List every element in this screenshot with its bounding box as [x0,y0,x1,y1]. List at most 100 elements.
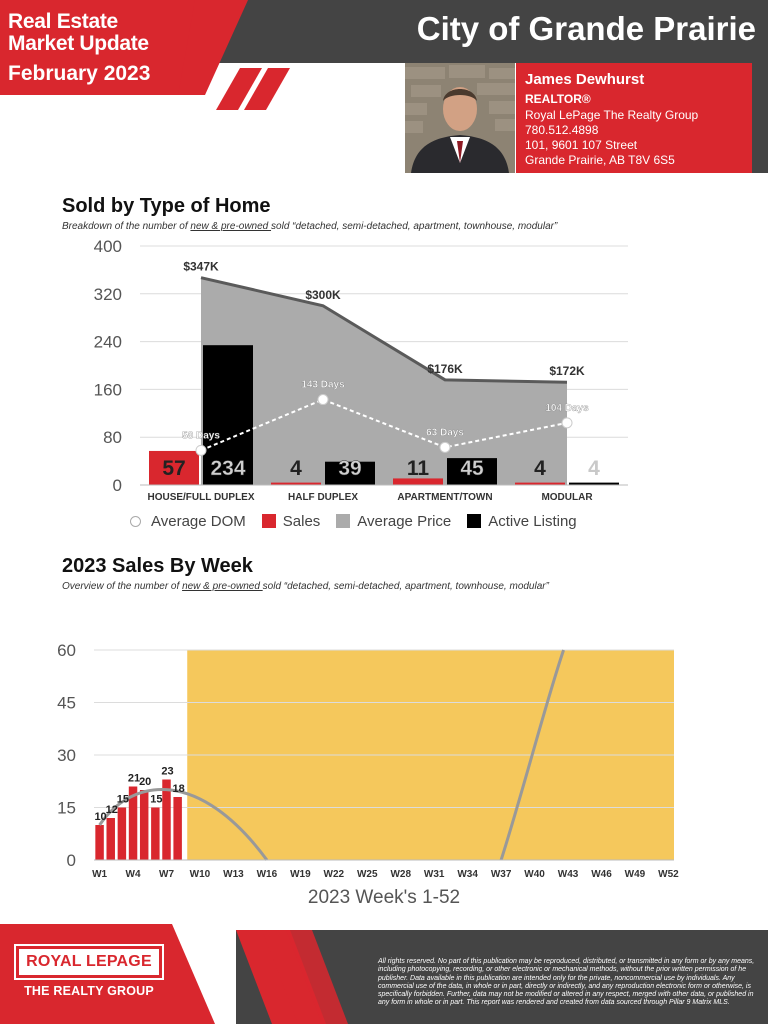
agent-address-line2: Grande Prairie, AB T8V 6S5 [525,153,675,167]
chart1-category-label: HOUSE/FULL DUPLEX [147,492,254,503]
agent-name: James Dewhurst [525,71,645,88]
active-listing-bar-label: 45 [460,457,484,480]
weekly-sales-bar [117,807,127,860]
average-price-label: $172K [549,364,585,378]
chart1-y-tick-label: 320 [94,285,122,304]
sales-bar-label: 11 [407,457,430,480]
agent-title: REALTOR® [525,92,591,106]
sales-bar [149,450,199,485]
chart2-x-tick-label: W49 [625,869,646,880]
legend-active-swatch [467,514,482,528]
header-title-line1: Real Estate [8,10,118,33]
chart2-x-tick-label: W40 [524,869,545,880]
legend-item-price: Average Price [336,513,451,530]
active-listing-bar [447,458,497,485]
legend-sales-label: Sales [282,512,321,530]
weekly-sales-bar [151,807,160,860]
active-listing-bar-label: 39 [338,457,361,480]
chart2-x-tick-label: W46 [591,869,612,880]
agent-phone[interactable]: 780.512.4898 [525,123,599,137]
average-price-label: $347K [183,260,219,274]
logo-brand-box: ROYAL LEPAGE [14,944,164,980]
legend-dom-swatch [130,515,141,527]
legend-price-swatch [336,514,351,528]
logo-subbrand-text: THE REALTY GROUP [24,984,154,998]
weekly-sales-bar [106,818,115,860]
chart2-y-tick-label: 45 [57,694,76,713]
chart2-y-tick-label: 15 [57,799,76,818]
sales-bar [271,482,321,485]
agent-brokerage: Royal LePage The Realty Group [525,108,699,122]
average-price-area [201,277,567,485]
sales-bar-label: 4 [534,457,546,480]
chart2-x-tick-label: W13 [223,869,244,880]
legend-active-label: Active Listing [488,512,577,530]
chart1-y-tick-label: 0 [113,476,122,495]
active-listing-bar-label: 4 [588,457,600,480]
legend-item-sales: Sales [261,512,321,530]
legend-price-label: Average Price [357,512,452,530]
average-dom-label: 143 Days [301,380,345,391]
weekly-sales-label: 21 [128,773,140,785]
weekly-sales-bar [95,825,104,860]
section1-subtitle: Breakdown of the number of new & pre-own… [62,221,558,232]
weekly-sales-label: 10 [94,811,106,823]
royal-lepage-logo: ROYAL LEPAGE THE REALTY GROUP [14,944,164,1020]
weekly-sales-label: 12 [106,804,118,816]
chart2-y-tick-label: 30 [57,746,76,765]
sales-bar-label: 4 [290,457,302,480]
legend-dom-label: Average DOM [151,512,246,530]
header-date: February 2023 [8,62,151,85]
chart1-legend: Average DOM Sales Average Price Active L… [130,511,593,531]
weekly-sales-label: 15 [117,794,129,806]
header-title-line2: Market Update [8,32,149,55]
chart2-x-tick-label: W34 [457,869,478,880]
city-title: City of Grande Prairie [416,10,756,47]
average-dom-label: 63 Days [426,427,464,438]
agent-photo [405,63,515,173]
active-listing-bar-label: 234 [210,457,245,480]
chart1-y-tick-label: 160 [94,380,122,399]
active-listing-bar [325,461,375,485]
chart2-x-tick-label: W4 [126,869,141,880]
weekly-sales-bar [173,797,182,860]
chart1-category-label: APARTMENT/TOWN [397,492,492,503]
chart2-y-tick-label: 0 [67,851,76,870]
legend-sales-swatch [261,514,276,528]
chart-sold-by-type: 0 80 160 240 320 400 57 4 11 4 234 39 45 4 $347K $300K $… [94,237,628,503]
chart2-x-tick-label: W25 [357,869,378,880]
average-price-label: $176K [427,362,463,376]
legend-item-dom: Average DOM [130,513,246,530]
chart1-y-tick-label: 240 [94,333,122,352]
weekly-sales-bar [139,790,149,860]
chart1-y-tick-label: 80 [103,428,122,447]
average-dom-point [439,441,451,453]
weekly-sales-label: 15 [150,794,162,806]
chart2-x-tick-label: W7 [159,869,174,880]
chart2-x-tick-label: W52 [658,869,679,880]
active-listing-bar [569,482,619,485]
chart1-category-label: HALF DUPLEX [288,492,358,503]
average-dom-line [200,398,568,452]
sales-bar [393,478,443,485]
section1-title: Sold by Type of Home [62,195,271,217]
weekly-sales-label: 18 [173,783,185,795]
chart2-x-tick-label: W28 [390,869,411,880]
chart2-x-tick-label: W43 [558,869,579,880]
agent-contact-card: James Dewhurst REALTOR® Royal LePage The… [516,63,752,173]
weekly-sales-trend-curve-right [499,649,565,861]
chart2-x-tick-label: W31 [424,869,445,880]
logo-brand-text: ROYAL LEPAGE [26,953,152,970]
chart1-y-tick-label: 400 [94,237,122,256]
weekly-sales-label: 23 [161,766,173,778]
weekly-sales-bar [162,779,171,860]
chart1-category-label: MODULAR [541,492,593,503]
section2-title: 2023 Sales By Week [62,555,253,577]
chart2-x-tick-label: W1 [92,869,107,880]
chart2-x-tick-label: W37 [491,869,512,880]
weekly-sales-bar [128,786,138,860]
sales-bar-label: 57 [162,457,185,480]
average-dom-point [317,394,329,406]
chart2-x-tick-label: W10 [190,869,211,880]
